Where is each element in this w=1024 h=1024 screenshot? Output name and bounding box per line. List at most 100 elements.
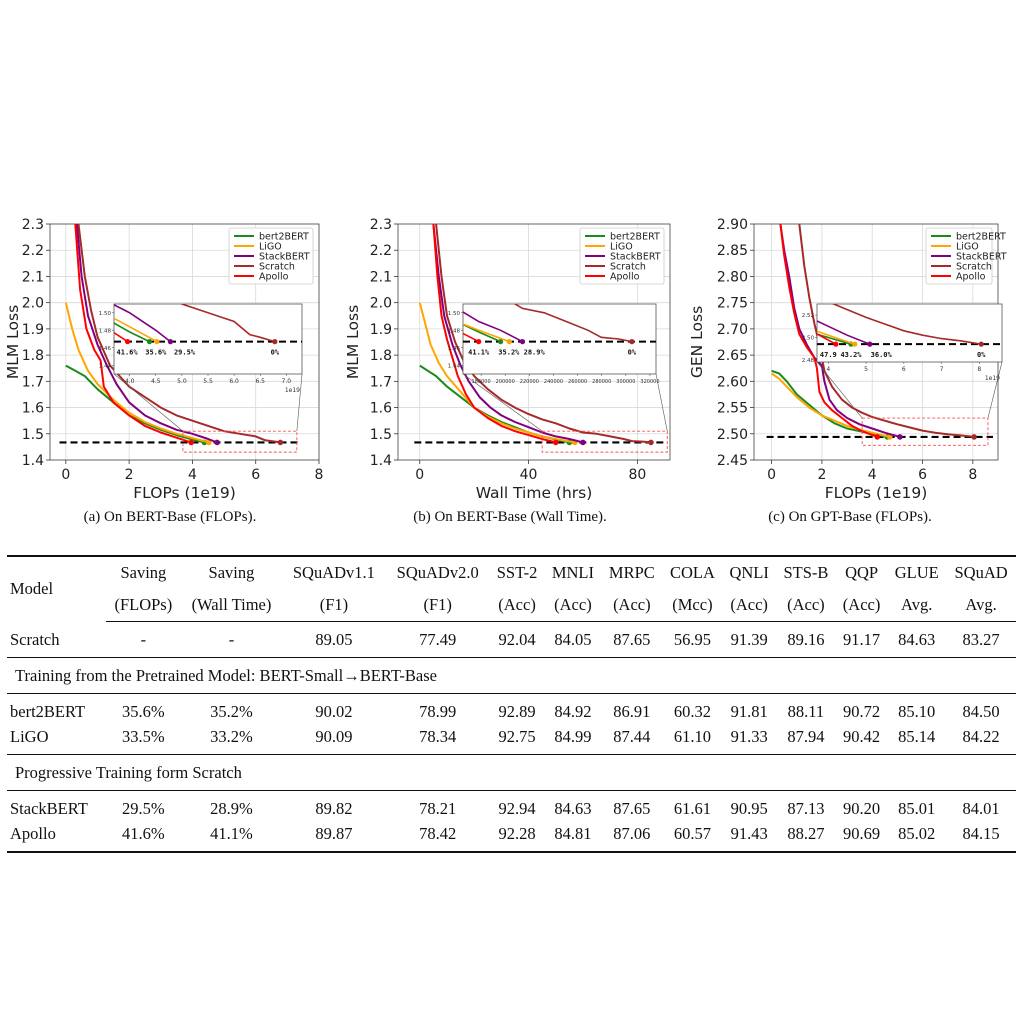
y-tick-label: 1.6 [370, 401, 392, 417]
value-cell: 77.49 [419, 630, 457, 649]
inset-saving-annotation: 36.0% [871, 351, 893, 359]
legend-label: Apollo [956, 272, 986, 283]
y-tick-label: 1.5 [22, 427, 44, 443]
y-tick-label: 2.3 [22, 217, 44, 233]
x-tick-label: 0 [767, 467, 776, 483]
inset-connector [987, 361, 1003, 419]
header-cell: (FLOPs) [105, 589, 181, 622]
value-cell: 35.2% [210, 702, 253, 721]
value-cell: 91.43 [722, 821, 776, 853]
value-cell: 78.42 [385, 821, 490, 853]
series-line-stackbert [779, 224, 901, 438]
x-tick-label: 4 [868, 467, 877, 483]
value-cell: 87.44 [613, 727, 651, 746]
chart-svg: 1.4 1.5 1.6 1.7 1.8 1.9 2.0 2.1 2.2 2.3 0 40 80 Wall … [344, 217, 671, 502]
table-row: Scratch - - 89.05 77.49 92.04 84.05 87.65 56.95 9… [7, 622, 1016, 658]
inset-x-tick-label: 7.0 [282, 378, 292, 385]
value-cell: 41.6% [105, 821, 181, 853]
value-cell: 89.87 [282, 821, 386, 853]
value-cell: 78.99 [419, 702, 457, 721]
inset-x-tick-label: 200000 [496, 379, 515, 385]
inset-offset-label: 1e19 [985, 375, 1000, 382]
legend-label: StackBERT [259, 252, 310, 263]
y-tick-label: 2.45 [717, 453, 748, 469]
inset-saving-annotation: 47.9 [820, 351, 837, 359]
inset-x-tick-label: 280000 [592, 379, 611, 385]
figure-caption: (b) On BERT-Base (Wall Time). [413, 509, 607, 525]
endpoint-marker-apollo [874, 434, 881, 440]
value-cell: 88.27 [775, 821, 836, 853]
legend-label: LiGO [956, 242, 979, 253]
value-cell: 91.17 [843, 630, 881, 649]
header-cell: MRPC [601, 555, 663, 589]
inset-endpoint-ligo [506, 339, 512, 345]
series-line-apollo [779, 224, 878, 438]
inset-endpoint-scratch [978, 341, 984, 347]
header-cell: (Acc) [601, 589, 663, 622]
y-tick-label: 2.65 [717, 348, 748, 364]
value-cell: 86.91 [613, 702, 651, 721]
model-name-cell: StackBERT [10, 799, 88, 818]
inset-endpoint-stackbert [519, 339, 526, 345]
inset-endpoint-bert2bert [146, 339, 153, 345]
header-cell: (Wall Time) [180, 589, 283, 622]
y-tick-label: 1.9 [370, 322, 392, 338]
inset-x-tick-label: 5 [864, 366, 868, 373]
header-cell: MNLI [544, 555, 602, 589]
header-cell: SQuAD [946, 555, 1016, 589]
x-axis-label: FLOPs (1e19) [133, 484, 236, 502]
y-tick-label: 2.85 [717, 243, 748, 259]
header-cell: (Mcc) [662, 589, 723, 622]
value-cell: 84.50 [962, 702, 1000, 721]
x-axis-label: Wall Time (hrs) [476, 484, 593, 502]
value-cell: 90.72 [843, 702, 881, 721]
table-header-row-2: (FLOPs) (Wall Time) (F1) (F1) (Acc) (Acc… [7, 589, 1016, 622]
legend-box [228, 227, 314, 285]
x-tick-label: 2 [125, 467, 134, 483]
y-tick-label: 2.80 [717, 269, 748, 285]
inset-connector [296, 373, 303, 432]
inset-frame [113, 303, 303, 375]
value-cell: 89.82 [315, 799, 353, 818]
inset-endpoint-apollo [833, 341, 839, 347]
legend-label: bert2BERT [259, 232, 309, 243]
inset-x-tick-label: 300000 [616, 379, 635, 385]
inset-endpoint-apollo [124, 339, 131, 345]
value-cell: 35.6% [122, 702, 165, 721]
inset-x-tick-label: 220000 [520, 379, 539, 385]
model-name-cell: Apollo [7, 821, 106, 853]
y-tick-label: 1.7 [22, 374, 44, 390]
chart-gpt-base-flops: 2.45 2.50 2.55 2.60 2.65 2.70 2.75 2.80 2.85 2.90… [680, 212, 1020, 532]
inset-x-tick-label: 4.5 [151, 378, 161, 385]
value-cell: 91.39 [730, 630, 768, 649]
value-cell: 33.2% [210, 727, 253, 746]
inset-connector [816, 361, 863, 419]
y-tick-label: 2.1 [22, 269, 44, 285]
value-cell: 90.95 [730, 799, 768, 818]
value-cell: 90.02 [315, 702, 353, 721]
inset-offset-label: 1e19 [285, 387, 300, 394]
inset-plot: 4.0 4.5 5.0 5.5 6.0 6.5 7.0 1.44 1.46 1.48 1.50 1e1… [99, 303, 303, 394]
table-row: Apollo 41.6% 41.1% 89.87 78.42 92.28 84.81 87.0… [7, 821, 1016, 853]
inset-frame [462, 303, 657, 375]
x-tick-label: 80 [628, 467, 646, 483]
y-tick-label: 1.7 [370, 374, 392, 390]
header-cell: (Acc) [489, 589, 545, 622]
header-cell: COLA [662, 555, 723, 589]
inset-saving-annotation: 0% [628, 349, 637, 357]
y-tick-label: 1.5 [370, 427, 392, 443]
header-cell: (Acc) [835, 589, 888, 622]
inset-connector [462, 373, 543, 432]
inset-x-tick-label: 7 [940, 366, 944, 373]
header-cell: Saving [180, 555, 283, 589]
x-tick-label: 6 [918, 467, 927, 483]
endpoint-marker-stackbert [897, 434, 903, 440]
inset-y-tick-label: 1.44 [99, 363, 112, 369]
inset-saving-annotation: 43.2% [840, 351, 862, 359]
inset-plot: 180000 200000 220000 240000 260000 280000 3000… [448, 303, 660, 385]
header-model: Model [7, 555, 106, 622]
section-title: Progressive Training form Scratch [7, 754, 1016, 791]
legend-label: StackBERT [956, 252, 1007, 263]
value-cell: 84.99 [554, 727, 592, 746]
x-tick-label: 8 [315, 467, 324, 483]
